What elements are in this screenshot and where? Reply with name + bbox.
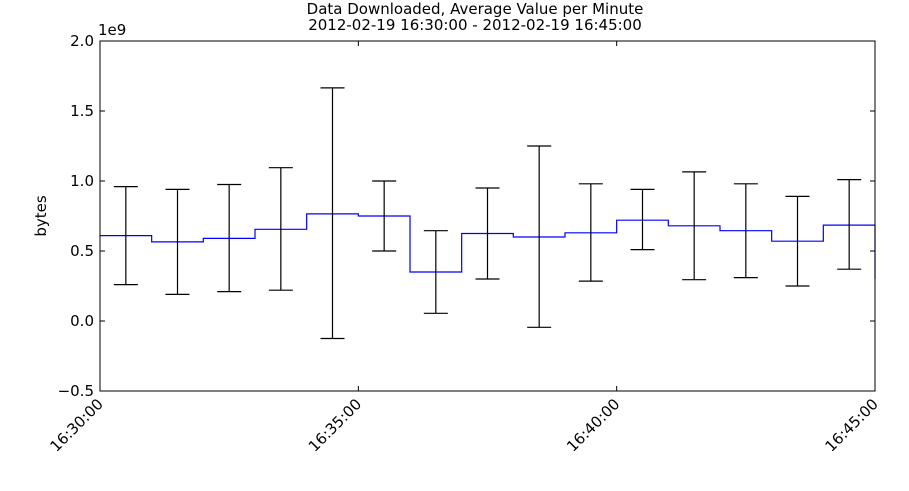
plot-frame bbox=[99, 40, 876, 392]
x-tick-label: 16:40:00 bbox=[563, 395, 623, 455]
step-line bbox=[100, 213, 876, 279]
y-axis-label: bytes bbox=[32, 195, 50, 237]
x-tick-label: 16:30:00 bbox=[46, 395, 106, 455]
y-scale-offset: 1e9 bbox=[98, 21, 126, 39]
x-tick-label: 16:45:00 bbox=[821, 395, 881, 455]
y-tick-label: 0.5 bbox=[70, 242, 94, 260]
y-tick-label: −0.5 bbox=[58, 382, 94, 400]
y-tick-label: 1.0 bbox=[70, 172, 94, 190]
x-tick-label: 16:35:00 bbox=[305, 395, 365, 455]
chart-subtitle: 2012-02-19 16:30:00 - 2012-02-19 16:45:0… bbox=[308, 16, 642, 34]
y-tick-label: 0.0 bbox=[70, 312, 94, 330]
chart-title: Data Downloaded, Average Value per Minut… bbox=[306, 0, 644, 18]
y-tick-label: 1.5 bbox=[70, 102, 94, 120]
y-tick-label: 2.0 bbox=[70, 32, 94, 50]
